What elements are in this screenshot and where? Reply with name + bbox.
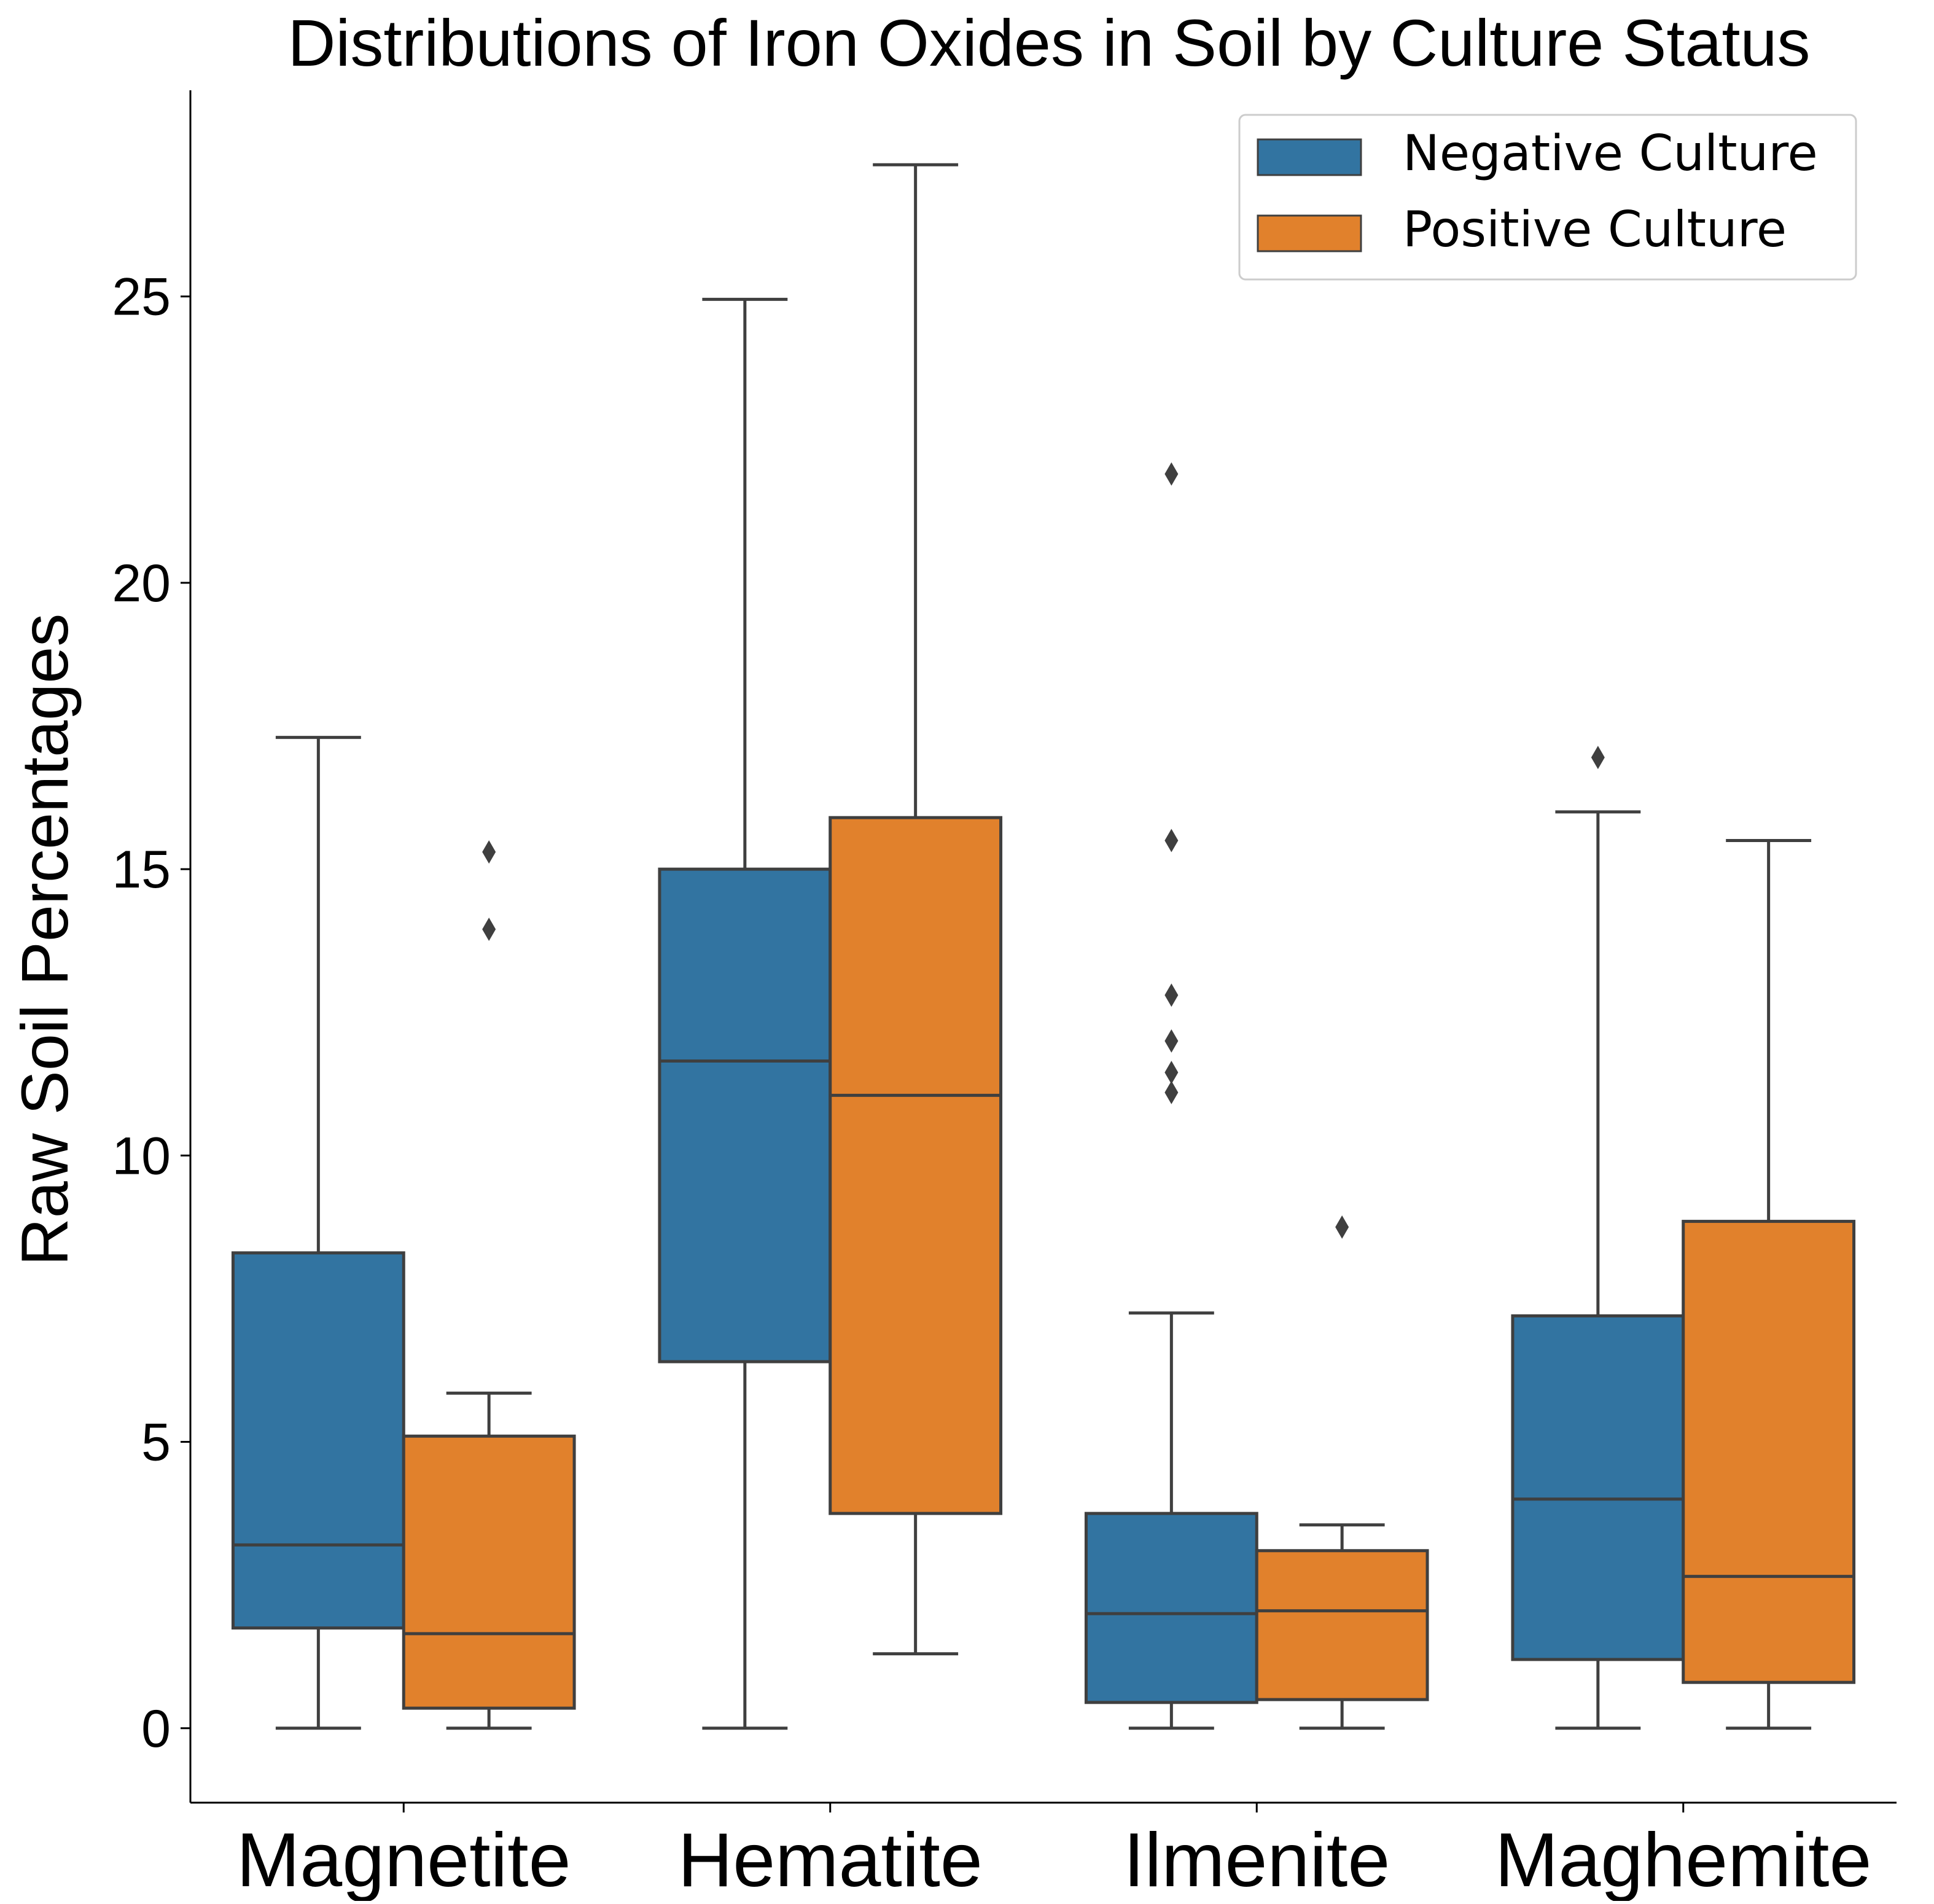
box-body	[829, 816, 1003, 1515]
chart-title: Distributions of Iron Oxides in Soil by …	[287, 6, 1810, 80]
y-tick-label: 15	[112, 840, 171, 899]
box-body	[231, 1251, 405, 1630]
outlier-point	[1591, 746, 1605, 770]
series-1	[402, 163, 1856, 1730]
legend-label: Positive Culture	[1403, 201, 1787, 258]
box-1-3	[1682, 838, 1856, 1730]
box-body	[402, 1434, 576, 1710]
axes	[189, 90, 1897, 1804]
outlier-point	[1164, 462, 1179, 486]
y-tick-label: 0	[141, 1699, 171, 1758]
legend-frame	[1238, 114, 1857, 281]
plot-area	[231, 163, 1856, 1730]
legend: Negative Culture Positive Culture	[1238, 114, 1857, 281]
x-tick-label: Maghemite	[1495, 1818, 1871, 1901]
box-1-2	[1255, 1215, 1429, 1730]
box-body	[1255, 1549, 1429, 1701]
y-ticks: 0 5 10 15 20 25	[112, 268, 190, 1758]
x-tick-label: Magnetite	[236, 1818, 571, 1901]
y-tick-label: 5	[141, 1413, 171, 1472]
box-1-0	[402, 840, 576, 1730]
box-body	[1511, 1314, 1685, 1661]
legend-label: Negative Culture	[1403, 125, 1818, 182]
series-0	[231, 297, 1685, 1730]
x-tick-label: Ilmenite	[1123, 1818, 1390, 1901]
box-body	[1682, 1220, 1856, 1684]
legend-swatch	[1257, 214, 1362, 252]
outlier-point	[1164, 829, 1179, 853]
outlier-point	[1164, 1029, 1179, 1053]
y-tick-label: 25	[112, 268, 171, 327]
x-tick-label: Hematite	[678, 1818, 983, 1901]
x-ticks: Magnetite Hematite Ilmenite Maghemite	[236, 1803, 1871, 1903]
outlier-point	[1164, 1061, 1179, 1085]
y-tick-label: 20	[112, 554, 171, 613]
box-body	[1084, 1512, 1258, 1704]
box-0-2	[1084, 462, 1258, 1730]
box-0-1	[658, 297, 832, 1730]
outlier-point	[482, 840, 496, 864]
y-axis-label: Raw Soil Percentages	[7, 614, 82, 1266]
box-0-0	[231, 736, 405, 1730]
outlier-point	[1164, 1080, 1179, 1104]
y-tick-label: 10	[112, 1126, 171, 1185]
box-body	[658, 867, 832, 1364]
outlier-point	[1164, 983, 1179, 1007]
outlier-point	[1335, 1215, 1349, 1239]
outlier-point	[482, 918, 496, 942]
legend-swatch	[1257, 138, 1362, 176]
box-0-3	[1511, 746, 1685, 1730]
box-1-1	[829, 163, 1003, 1656]
